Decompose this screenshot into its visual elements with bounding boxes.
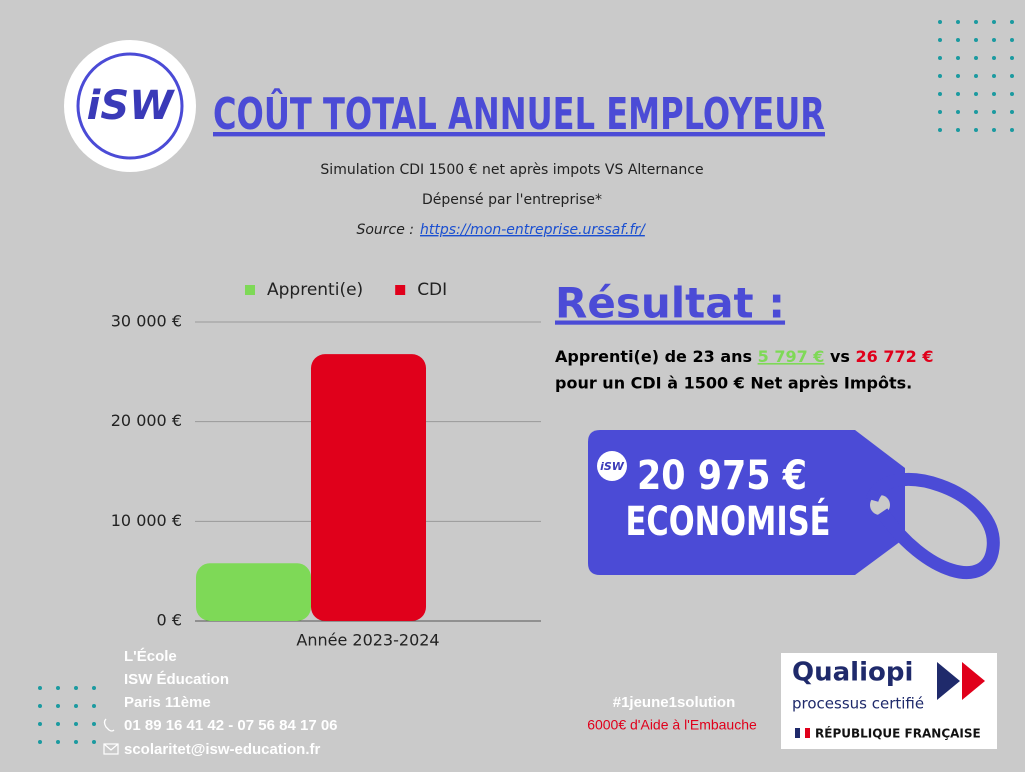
savings-label: ECONOMISÉ — [626, 497, 831, 545]
y-tick-label: 10 000 € — [111, 511, 182, 530]
y-tick-label: 0 € — [157, 611, 182, 630]
footer-name: ISW Éducation — [124, 671, 229, 688]
result-line: pour un CDI à 1500 € Net après Impôts. — [555, 374, 912, 393]
logo-text: iSW — [87, 83, 176, 129]
bar — [311, 354, 426, 621]
y-tick-label: 30 000 € — [111, 312, 182, 331]
footer-school: L'École — [124, 648, 177, 665]
logo-circle — [64, 40, 196, 172]
qualiopi-country: RÉPUBLIQUE FRANÇAISE — [815, 726, 981, 741]
price-tag — [588, 430, 905, 575]
flag — [795, 728, 800, 738]
qualiopi-mark — [962, 662, 985, 700]
cdi-cost: 26 772 € — [856, 347, 934, 366]
phone-icon — [103, 718, 115, 732]
footer-email: scolaritet@isw-education.fr — [124, 741, 320, 758]
note: Dépensé par l'entreprise* — [422, 192, 602, 208]
x-tick-label: Année 2023-2024 — [296, 631, 439, 650]
logo-ring — [76, 52, 184, 160]
footer-city: Paris 11ème — [124, 694, 211, 711]
tag-logo — [597, 451, 627, 481]
mail-icon — [103, 743, 119, 755]
aid: 6000€ d'Aide à l'Embauche — [587, 717, 757, 733]
vs: vs — [830, 347, 850, 366]
hashtag: #1jeune1solution — [613, 694, 736, 711]
apprentice-cost: 5 797 € — [758, 347, 825, 366]
y-tick-label: 20 000 € — [111, 411, 182, 430]
qualiopi-mark — [937, 662, 960, 700]
dot-grid — [928, 18, 1018, 144]
flag — [805, 728, 810, 738]
legend-swatch — [395, 285, 406, 295]
qualiopi-tagline: processus certifié — [792, 695, 924, 713]
bar — [196, 563, 311, 621]
qualiopi-box — [781, 653, 997, 749]
result-title: Résultat : — [555, 279, 785, 328]
source-label: Source : — [356, 222, 414, 238]
savings: 20 975 € — [637, 453, 807, 499]
legend-swatch — [245, 285, 255, 295]
qualiopi-name: Qualiopi — [792, 658, 913, 688]
result-prefix: Apprenti(e) de 23 ans — [555, 347, 752, 366]
source-link[interactable]: https://mon-entreprise.urssaf.fr/ — [420, 222, 646, 238]
mail-icon — [103, 743, 119, 751]
subtitle: Simulation CDI 1500 € net après impots V… — [320, 162, 703, 178]
result-line: Apprenti(e) de 23 ans 5 797 € vs 26 772 … — [555, 347, 933, 366]
page-title: COÛT TOTAL ANNUEL EMPLOYEUR — [213, 87, 825, 140]
footer-phone: 01 89 16 41 42 - 07 56 84 17 06 — [124, 717, 338, 734]
legend-label: Apprenti(e) — [267, 280, 363, 300]
tag-string — [865, 473, 1000, 579]
tag-logo-text: iSW — [600, 460, 625, 473]
bar-chart: 0 € 10 000 € 20 000 € 30 000 € Apprenti(e) CD… — [111, 280, 541, 650]
legend-label: CDI — [417, 280, 447, 300]
dot-grid — [25, 686, 105, 758]
